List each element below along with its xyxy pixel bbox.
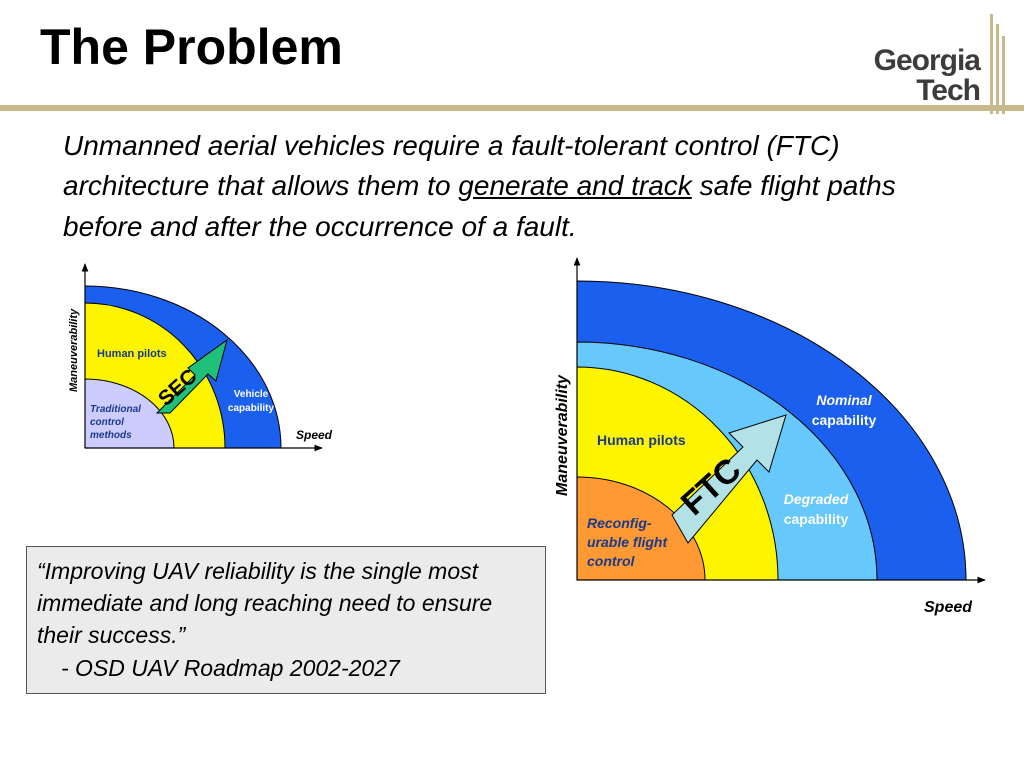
small-x-axis-label: Speed (296, 428, 333, 442)
degraded-label-1: Degraded (784, 491, 849, 507)
small-vehicle-label-2: capability (228, 403, 275, 414)
reconfig-label-3: control (587, 553, 636, 569)
large-human-pilots-label: Human pilots (597, 432, 686, 448)
large-capability-diagram: Maneuverability Speed Human pilots Recon… (554, 257, 986, 616)
small-capability-diagram: Maneuverability Speed Human pilots Tradi… (68, 263, 333, 452)
intro-text-end: safe flight paths before and after the o… (63, 170, 896, 242)
small-human-pilots-label: Human pilots (97, 348, 167, 360)
small-traditional-methods-region (84, 378, 175, 449)
reconfigurable-control-region (576, 476, 706, 581)
intro-paragraph: Unmanned aerial vehicles require a fault… (63, 126, 963, 247)
large-y-axis-label: Maneuverability (554, 374, 571, 496)
nominal-label-1: Nominal (816, 392, 872, 408)
logo-line-tech: Tech (916, 74, 981, 107)
reconfig-label-1: Reconfig- (587, 515, 652, 531)
intro-text-start: Unmanned aerial vehicles require a fault… (63, 130, 840, 202)
sec-arrow (155, 338, 228, 414)
roadmap-quote-box: “Improving UAV reliability is the single… (26, 546, 546, 694)
intro-text-underlined: generate and track (458, 170, 692, 202)
quote-source: - OSD UAV Roadmap 2002-2027 (61, 654, 400, 681)
nominal-label-2: capability (812, 412, 877, 428)
small-traditional-label-3: methods (90, 430, 132, 441)
logo-line-georgia: Georgia (873, 44, 981, 77)
ftc-arrow (671, 414, 787, 544)
small-y-axis-label: Maneuverability (68, 308, 80, 392)
degraded-label-2: capability (784, 511, 849, 527)
small-traditional-label-1: Traditional (90, 404, 141, 415)
reconfig-label-2: urable flight (587, 534, 668, 550)
logo-tower-icon (990, 14, 1005, 114)
slide-title: The Problem (40, 19, 343, 75)
small-vehicle-label-1: Vehicle (234, 389, 269, 400)
small-traditional-label-2: control (90, 417, 124, 428)
georgia-tech-logo: Georgia Tech (845, 42, 1020, 120)
large-x-axis-label: Speed (924, 599, 973, 616)
title-divider (0, 105, 1024, 111)
quote-text: “Improving UAV reliability is the single… (37, 558, 493, 649)
